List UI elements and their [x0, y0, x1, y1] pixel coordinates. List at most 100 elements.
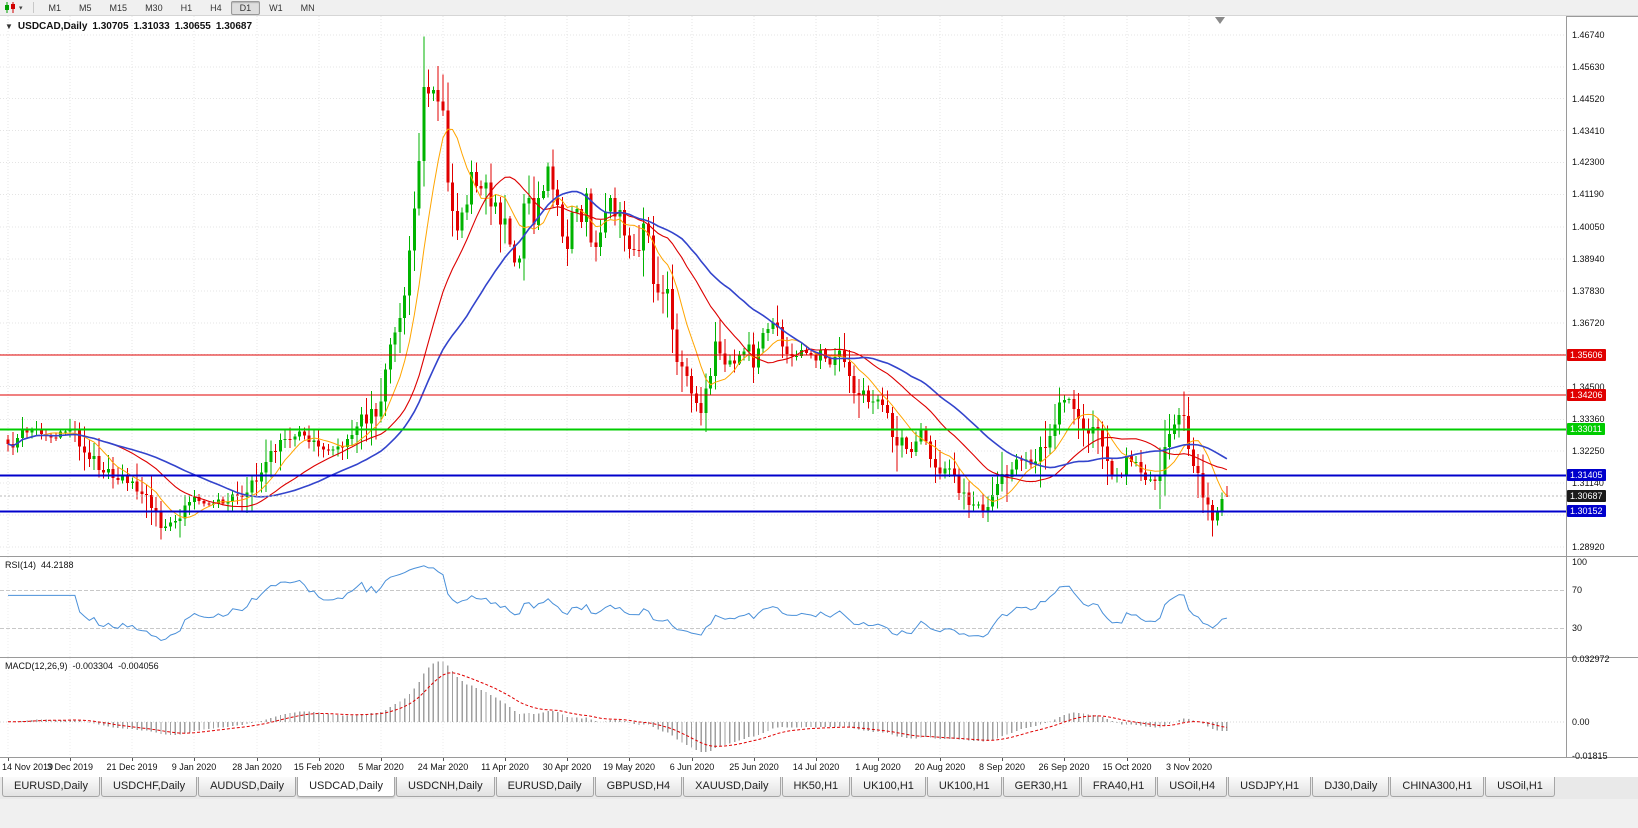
price-axis-label: 30 [1572, 623, 1583, 633]
date-tick [319, 758, 320, 761]
price-tag: 1.34206 [1567, 389, 1606, 401]
price-axis-label: 1.38940 [1572, 254, 1605, 264]
price-axis-label: 1.32250 [1572, 446, 1605, 456]
rsi-value: 44.2188 [41, 560, 74, 570]
date-tick [1189, 758, 1190, 761]
date-tick [1064, 758, 1065, 761]
tab-usdchf-daily[interactable]: USDCHF,Daily [100, 777, 198, 797]
tab-usdcnh-daily[interactable]: USDCNH,Daily [396, 777, 495, 797]
tab-eurusd-daily[interactable]: EURUSD,Daily [2, 777, 100, 797]
date-label: 19 May 2020 [602, 762, 656, 772]
macd-indicator-label: MACD(12,26,9) -0.003304 -0.004056 [5, 661, 164, 671]
rsi-name: RSI(14) [5, 560, 37, 570]
date-label: 11 Apr 2020 [481, 762, 529, 772]
chart-tabs-bar: EURUSD,Daily USDCHF,Daily AUDUSD,Daily USDC… [0, 777, 1638, 799]
tab-uk100-h1[interactable]: UK100,H1 [926, 777, 1002, 797]
tab-usdcad-daily[interactable]: USDCAD,Daily [297, 777, 396, 797]
price-axis-label: 1.43410 [1572, 126, 1605, 136]
price-axis-label: 1.40050 [1572, 222, 1605, 232]
date-label: 6 Jun 2020 [669, 762, 715, 772]
tab-eurusd-daily[interactable]: EURUSD,Daily [495, 777, 594, 797]
date-tick [692, 758, 693, 761]
tab-fra40-h1[interactable]: FRA40,H1 [1080, 777, 1157, 797]
price-axis-label: 70 [1572, 585, 1583, 595]
ohlc-high: 1.31033 [133, 21, 170, 32]
price-axis-label: 1.36720 [1572, 318, 1605, 328]
price-tag: 1.33011 [1567, 423, 1605, 435]
chart-title-overlay: ▼ USDCAD,Daily 1.30705 1.31033 1.30655 1.3068… [5, 21, 257, 32]
timeframe-d1[interactable]: D1 [230, 0, 261, 15]
price-axis-label: 1.31140 [1572, 478, 1604, 488]
date-label: 15 Feb 2020 [293, 762, 345, 772]
date-tick [940, 758, 941, 761]
timeframe-w1[interactable]: W1 [269, 2, 283, 13]
date-tick [132, 758, 133, 761]
date-label: 3 Nov 2020 [1165, 762, 1213, 772]
date-label: 20 Aug 2020 [914, 762, 966, 772]
date-tick [878, 758, 879, 761]
macd-name: MACD(12,26,9) [5, 661, 68, 671]
timeframe-m30[interactable]: M30 [145, 2, 163, 13]
price-axis[interactable]: 1.46740 1.45630 1.44520 1.43410 1.42300 1.411… [1566, 16, 1638, 761]
date-tick [754, 758, 755, 761]
price-tag: 1.30687 [1567, 490, 1606, 502]
price-axis-label: 100 [1572, 557, 1588, 567]
timeframe-h1[interactable]: H1 [180, 2, 193, 13]
timeframe-h4[interactable]: H4 [210, 2, 222, 13]
timeframe-m15[interactable]: M15 [109, 2, 128, 13]
price-axis-label: -0.01815 [1572, 751, 1608, 761]
tab-usoil-h1[interactable]: USOil,H1 [1485, 777, 1555, 797]
price-axis-label: 1.33360 [1572, 414, 1605, 424]
macd-chart-canvas[interactable] [0, 658, 1566, 757]
tab-hk50-h1[interactable]: HK50,H1 [781, 777, 851, 797]
date-tick [194, 758, 195, 761]
price-axis-label: 1.37830 [1572, 286, 1605, 296]
date-tick [505, 758, 506, 761]
panel-separator-macd[interactable] [0, 657, 1638, 658]
tab-xauusd-daily[interactable]: XAUUSD,Daily [683, 777, 781, 797]
price-tag: 1.30152 [1567, 505, 1606, 517]
tab-usoil-h4[interactable]: USOil,H4 [1157, 777, 1228, 797]
chart-symbol-label: USDCAD,Daily [17, 21, 88, 32]
timeframe-mn[interactable]: MN [300, 2, 315, 13]
price-axis-label: 1.28920 [1572, 542, 1605, 552]
price-axis-label: 1.34500 [1572, 382, 1605, 392]
timeframe-m5[interactable]: M5 [79, 2, 92, 13]
date-label: 28 Jan 2020 [232, 762, 282, 772]
tab-ger30-h1[interactable]: GER30,H1 [1002, 777, 1080, 797]
tab-uk100-h1[interactable]: UK100,H1 [851, 777, 926, 797]
tab-gbpusd-h4[interactable]: GBPUSD,H4 [594, 777, 683, 797]
tab-usdjpy-h1[interactable]: USDJPY,H1 [1228, 777, 1312, 797]
chart-shift-marker[interactable] [1215, 17, 1225, 24]
rsi-chart-canvas[interactable] [0, 557, 1566, 657]
price-axis-label: 1.41190 [1572, 189, 1604, 199]
chart-type-button[interactable]: ▾ [0, 1, 27, 15]
price-axis-label: 1.45630 [1572, 62, 1605, 72]
panel-separator-rsi[interactable] [0, 556, 1638, 557]
date-label: 30 Apr 2020 [542, 762, 592, 772]
one-click-collapse-icon[interactable]: ▼ [5, 22, 13, 31]
ohlc-close: 1.30687 [215, 21, 253, 32]
price-axis-label: 1.46740 [1572, 30, 1605, 40]
timeframe-m1[interactable]: M1 [48, 2, 62, 13]
price-tag: 1.31405 [1567, 469, 1606, 481]
date-label: 15 Oct 2020 [1102, 762, 1152, 772]
date-tick [381, 758, 382, 761]
tab-china300-h1[interactable]: CHINA300,H1 [1390, 777, 1485, 797]
main-chart-canvas[interactable] [0, 16, 1566, 556]
price-axis-label: 0.032972 [1572, 654, 1610, 664]
date-label: 8 Sep 2020 [978, 762, 1026, 772]
date-tick [1002, 758, 1003, 761]
tab-dj30-daily[interactable]: DJ30,Daily [1312, 777, 1390, 797]
candlestick-chart-icon [5, 2, 15, 13]
date-axis[interactable]: 14 Nov 2019 3 Dec 2019 21 Dec 2019 9 Jan 20… [0, 757, 1638, 777]
date-label: 3 Dec 2019 [46, 762, 94, 772]
price-axis-label: 1.44520 [1572, 94, 1605, 104]
timeframe-buttons: M1 M5 M15 M30 H1 H4 D1 W1 MN [40, 0, 324, 15]
tab-audusd-daily[interactable]: AUDUSD,Daily [198, 777, 297, 797]
ohlc-open: 1.30705 [92, 21, 129, 32]
date-tick [8, 758, 9, 761]
date-label: 1 Aug 2020 [855, 762, 901, 772]
price-tag: 1.35606 [1567, 349, 1606, 361]
date-label: 25 Jun 2020 [729, 762, 779, 772]
